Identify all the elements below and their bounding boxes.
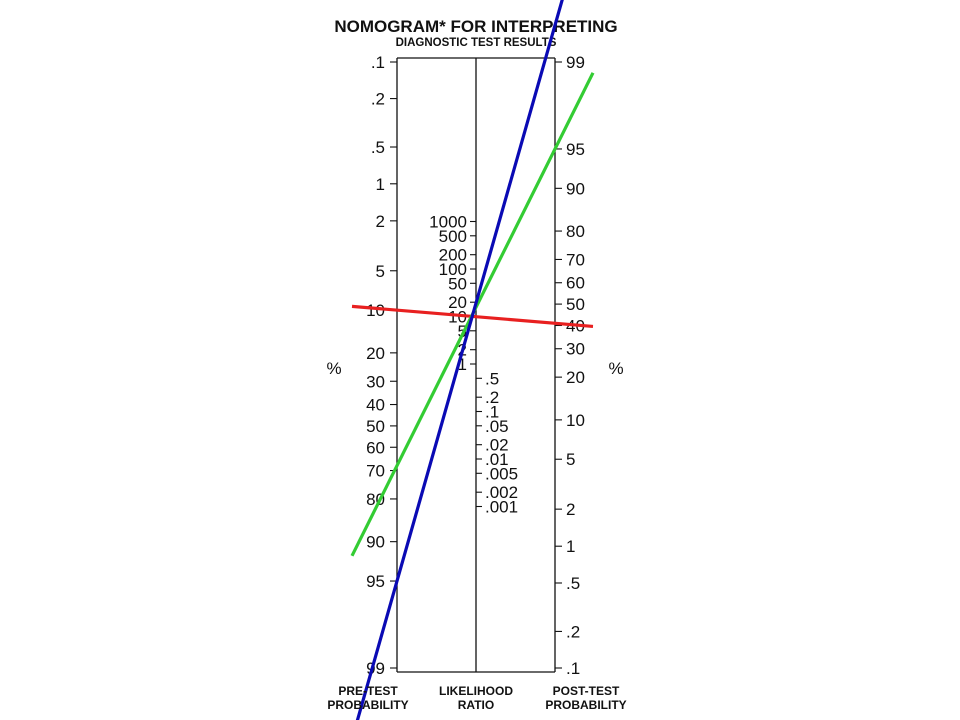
posttest-tick-70: 70 bbox=[566, 250, 585, 269]
likelihood-tick-20: 20 bbox=[448, 293, 467, 312]
posttest-tick-99: 99 bbox=[566, 53, 585, 72]
posttest-label-line1: POST-TEST bbox=[553, 684, 620, 698]
likelihood-tick-1: 1 bbox=[458, 355, 467, 374]
posttest-tick-p2: .2 bbox=[566, 622, 580, 641]
posttest-tick-80: 80 bbox=[566, 222, 585, 241]
pretest-percent-label: % bbox=[326, 359, 341, 378]
posttest-tick-p5: .5 bbox=[566, 574, 580, 593]
posttest-tick-95: 95 bbox=[566, 140, 585, 159]
pretest-tick-50: 50 bbox=[366, 417, 385, 436]
pretest-tick-p1: .1 bbox=[371, 53, 385, 72]
posttest-ticks: 9995908070605040302010521.5.2.1 bbox=[555, 53, 585, 678]
posttest-tick-60: 60 bbox=[566, 274, 585, 293]
posttest-tick-2: 2 bbox=[566, 500, 575, 519]
pretest-tick-90: 90 bbox=[366, 533, 385, 552]
pretest-tick-70: 70 bbox=[366, 462, 385, 481]
reading-lines bbox=[350, 0, 595, 720]
posttest-percent-label: % bbox=[608, 359, 623, 378]
likelihood-label-line1: LIKELIHOOD bbox=[439, 684, 513, 698]
likelihood-tick-1000: 1000 bbox=[429, 213, 467, 232]
likelihood-tick-p01: .01 bbox=[485, 450, 509, 469]
posttest-label-line2: PROBABILITY bbox=[545, 698, 626, 712]
reading-line-3 bbox=[355, 0, 564, 720]
pretest-tick-5: 5 bbox=[376, 262, 385, 281]
posttest-tick-p1: .1 bbox=[566, 659, 580, 678]
pretest-tick-95: 95 bbox=[366, 572, 385, 591]
likelihood-tick-200: 200 bbox=[439, 246, 467, 265]
posttest-tick-20: 20 bbox=[566, 368, 585, 387]
likelihood-tick-p02: .02 bbox=[485, 436, 509, 455]
pretest-tick-1: 1 bbox=[376, 175, 385, 194]
pretest-tick-30: 30 bbox=[366, 372, 385, 391]
likelihood-tick-p1: .1 bbox=[485, 403, 499, 422]
pretest-tick-2: 2 bbox=[376, 212, 385, 231]
pretest-tick-40: 40 bbox=[366, 396, 385, 415]
pretest-tick-p2: .2 bbox=[371, 90, 385, 109]
likelihood-tick-p05: .05 bbox=[485, 417, 509, 436]
likelihood-tick-p2: .2 bbox=[485, 388, 499, 407]
posttest-tick-50: 50 bbox=[566, 295, 585, 314]
nomogram-subtitle: DIAGNOSTIC TEST RESULTS bbox=[396, 37, 557, 49]
posttest-tick-10: 10 bbox=[566, 411, 585, 430]
likelihood-tick-50: 50 bbox=[448, 274, 467, 293]
likelihood-tick-p5: .5 bbox=[485, 369, 499, 388]
pretest-tick-20: 20 bbox=[366, 344, 385, 363]
likelihood-tick-10: 10 bbox=[448, 308, 467, 327]
pretest-label-line2: PROBABILITY bbox=[327, 698, 408, 712]
pretest-label-line1: PRE-TEST bbox=[338, 684, 398, 698]
likelihood-tick-100: 100 bbox=[439, 260, 467, 279]
pretest-tick-p5: .5 bbox=[371, 138, 385, 157]
posttest-tick-1: 1 bbox=[566, 537, 575, 556]
likelihood-label-line2: RATIO bbox=[458, 698, 494, 712]
likelihood-tick-p001: .001 bbox=[485, 498, 518, 517]
likelihood-tick-p005: .005 bbox=[485, 464, 518, 483]
pretest-tick-60: 60 bbox=[366, 438, 385, 457]
likelihood-tick-p002: .002 bbox=[485, 483, 518, 502]
posttest-tick-30: 30 bbox=[566, 340, 585, 359]
posttest-tick-90: 90 bbox=[566, 179, 585, 198]
posttest-tick-5: 5 bbox=[566, 450, 575, 469]
pretest-tick-80: 80 bbox=[366, 490, 385, 509]
pretest-tick-10: 10 bbox=[366, 301, 385, 320]
likelihood-ticks: 1000500200100502010521.5.2.1.05.02.01.00… bbox=[429, 213, 518, 517]
nomogram-title: NOMOGRAM* FOR INTERPRETING bbox=[334, 17, 617, 36]
likelihood-tick-500: 500 bbox=[439, 227, 467, 246]
